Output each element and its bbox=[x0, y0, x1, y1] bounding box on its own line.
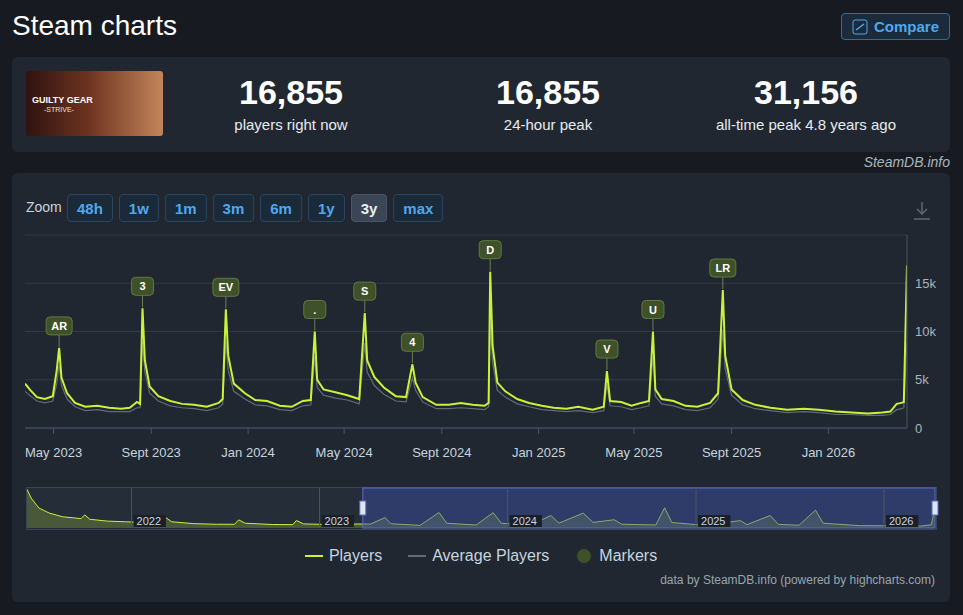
svg-text:May 2025: May 2025 bbox=[605, 445, 662, 460]
html-text:3m: 3m bbox=[222, 199, 245, 217]
html-text:31,156: 31,156 bbox=[754, 73, 858, 111]
html-text:6m: 6m bbox=[270, 199, 292, 217]
html-text:1y: 1y bbox=[317, 199, 335, 217]
svg-text:5k: 5k bbox=[915, 372, 929, 387]
svg-text:10k: 10k bbox=[915, 324, 936, 339]
svg-text:2026: 2026 bbox=[889, 515, 913, 527]
svg-text:May 2023: May 2023 bbox=[25, 445, 82, 460]
svg-text:Sept 2025: Sept 2025 bbox=[702, 445, 761, 460]
html-text:Compare: Compare bbox=[874, 18, 939, 35]
svg-text:2023: 2023 bbox=[325, 515, 349, 527]
html-text:GUILTY GEAR: GUILTY GEAR bbox=[32, 95, 93, 105]
svg-text:2024: 2024 bbox=[513, 515, 537, 527]
html-text:48h: 48h bbox=[77, 199, 103, 217]
html-text:Markers: Markers bbox=[599, 547, 658, 564]
svg-text:Sept 2023: Sept 2023 bbox=[122, 445, 181, 460]
svg-text:0: 0 bbox=[915, 421, 922, 436]
html-text:-STRIVE-: -STRIVE- bbox=[44, 106, 74, 113]
svg-text:Sept 2024: Sept 2024 bbox=[412, 445, 471, 460]
html-text:SteamDB.info: SteamDB.info bbox=[863, 154, 950, 170]
svg-text:May 2024: May 2024 bbox=[316, 445, 373, 460]
html-text:24-hour peak: 24-hour peak bbox=[503, 116, 593, 133]
html-text:Players: Players bbox=[328, 547, 383, 564]
svg-text:S: S bbox=[361, 285, 368, 297]
svg-text:2022: 2022 bbox=[137, 515, 161, 527]
svg-text:LR: LR bbox=[715, 262, 730, 274]
html-text:Steam charts: Steam charts bbox=[12, 10, 177, 41]
svg-text:Jan 2025: Jan 2025 bbox=[512, 445, 566, 460]
svg-text:3: 3 bbox=[139, 280, 145, 292]
html-text:Zoom: Zoom bbox=[26, 199, 62, 215]
svg-text:EV: EV bbox=[219, 281, 234, 293]
svg-text:15k: 15k bbox=[915, 276, 936, 291]
svg-text:V: V bbox=[603, 343, 611, 355]
html-text:Average Players: Average Players bbox=[432, 547, 550, 564]
html-text:all-time peak 4.8 years ago: all-time peak 4.8 years ago bbox=[715, 116, 896, 133]
html-text:16,855: 16,855 bbox=[239, 73, 343, 111]
html-text:3y: 3y bbox=[360, 199, 378, 217]
svg-text:U: U bbox=[649, 304, 657, 316]
svg-text:Jan 2024: Jan 2024 bbox=[221, 445, 275, 460]
html-text:1m: 1m bbox=[174, 199, 197, 217]
html-text:data by SteamDB.info (powered: data by SteamDB.info (powered by highcha… bbox=[660, 573, 935, 587]
svg-text:2025: 2025 bbox=[701, 515, 725, 527]
svg-text:.: . bbox=[313, 304, 316, 316]
svg-text:AR: AR bbox=[51, 320, 67, 332]
html-text:players right now: players right now bbox=[234, 116, 348, 133]
html-text:max: max bbox=[403, 199, 434, 217]
html-text:16,855: 16,855 bbox=[496, 73, 600, 111]
svg-text:4: 4 bbox=[409, 336, 416, 348]
svg-text:D: D bbox=[486, 244, 494, 256]
svg-text:Jan 2026: Jan 2026 bbox=[802, 445, 856, 460]
html-text:1w: 1w bbox=[128, 199, 149, 217]
